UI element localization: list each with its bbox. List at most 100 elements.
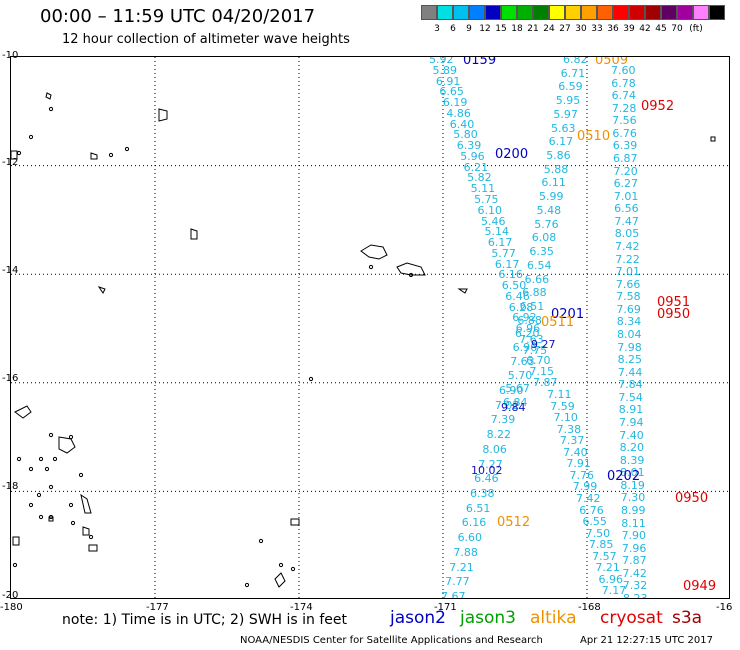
wave-height-value: 5.11	[470, 182, 496, 196]
scale-tick-label: 36	[607, 24, 619, 34]
wave-height-value: 7.67	[441, 590, 466, 599]
wave-height-value: 7.15	[529, 365, 555, 379]
wave-height-value: 7.88	[453, 545, 478, 559]
wave-height-value: 7.01	[615, 265, 641, 279]
scale-tick-label: 9	[466, 24, 472, 34]
wave-height-value: 6.76	[579, 503, 604, 517]
islet-dot	[48, 484, 54, 490]
wave-height-value: 6.82	[563, 56, 588, 66]
wave-height-value: 6.56	[614, 202, 639, 216]
wave-height-value: 7.60	[611, 64, 636, 77]
scale-tick-label: 39	[623, 24, 635, 34]
pass-time-label: 0952	[641, 99, 675, 114]
wave-height-value: 5.46	[481, 214, 506, 228]
wave-height-value: 7.90	[621, 529, 647, 543]
island-outline	[290, 518, 300, 526]
wave-height-value: 7.58	[616, 290, 641, 304]
scale-swatch	[613, 5, 629, 20]
scale-tick-label: 15	[495, 24, 507, 34]
wave-height-value: 6.88	[522, 286, 547, 300]
scale-tick-label: 27	[559, 24, 571, 34]
islet-dot	[28, 134, 34, 140]
wave-height-value: 6.11	[541, 176, 566, 190]
wave-height-value: 6.16	[498, 268, 523, 282]
scale-swatch	[469, 5, 485, 20]
island-outline	[158, 108, 168, 122]
latitude-tick-label: -10	[2, 50, 19, 61]
scale-tick-label: 33	[591, 24, 603, 34]
pass-time-label: 0511	[541, 315, 575, 330]
wave-height-value: 7.42	[576, 492, 601, 505]
islet-dot	[52, 456, 58, 462]
pass-time-label: 0951	[657, 295, 691, 310]
wave-height-value: 7.91	[566, 457, 591, 471]
islet-dot	[38, 456, 44, 462]
wave-height-value: 8.34	[616, 315, 642, 329]
scale-swatch	[645, 5, 661, 20]
wave-height-value: 7.63	[510, 354, 535, 368]
wave-height-value: 6.55	[582, 515, 607, 529]
wave-height-value: 7.39	[490, 413, 516, 427]
wave-height-value: 6.51	[465, 501, 491, 515]
scale-swatch	[421, 5, 437, 20]
wave-height-value: 7.47	[614, 214, 639, 228]
wave-height-value: 7.10	[553, 411, 578, 425]
wave-height-value: 5.76	[534, 217, 559, 231]
wave-height-value: 6.71	[560, 66, 586, 80]
scale-tick-label: 21	[527, 24, 539, 34]
island-outline	[360, 244, 388, 260]
wave-height-value: 7.85	[588, 538, 614, 552]
wave-height-value: 7.87	[622, 554, 647, 568]
pass-time-label: 0512	[497, 515, 531, 530]
satellite-legend-item: jason2	[390, 608, 446, 628]
wave-height-value: 7.74	[605, 597, 630, 598]
satellite-legend-item: jason3	[460, 608, 516, 628]
wave-height-value: 6.17	[494, 257, 520, 271]
latitude-tick-label: -20	[2, 590, 19, 601]
wave-height-value: 8.91	[618, 403, 644, 417]
scale-swatch	[453, 5, 469, 20]
wave-height-value: 7.87	[533, 376, 558, 389]
wave-height-map: 5.92 5.89 6.91 6.65 6.19 4.86 6.40 5.80 6.39 5.96…	[10, 56, 730, 599]
scale-swatch	[501, 5, 517, 20]
longitude-tick-label: -171	[434, 602, 457, 613]
islet-dot	[70, 520, 76, 526]
wave-height-value: 4.86	[446, 106, 471, 120]
islet-dot	[68, 434, 74, 440]
wave-height-value: 6.51	[519, 299, 545, 313]
islet-dot	[48, 106, 54, 112]
island-outline	[82, 526, 90, 536]
wave-height-value: 7.28	[611, 101, 637, 115]
wave-height-value: 5.92	[429, 56, 454, 66]
map-title: 00:00 – 11:59 UTC 04/20/2017	[40, 6, 316, 27]
scale-swatch	[693, 5, 709, 20]
island-outline	[97, 286, 106, 294]
wave-height-value: 7.76	[569, 468, 595, 482]
map-subtitle: 12 hour collection of altimeter wave hei…	[62, 32, 350, 47]
island-outline	[48, 516, 54, 522]
pass-time-label: 0201	[551, 307, 585, 322]
wave-height-value: 6.19	[442, 96, 468, 110]
wave-height-value: 7.40	[619, 428, 644, 442]
wave-height-value: 7.59	[550, 399, 575, 413]
wave-height-value: 6.17	[548, 135, 574, 149]
wave-height-value: 6.96	[515, 322, 541, 336]
wave-height-value: 5.63	[551, 121, 576, 135]
scale-tick-label: 70	[671, 24, 683, 34]
wave-height-value: 8.06	[482, 442, 507, 456]
scale-swatch	[517, 5, 533, 20]
islet-dot	[88, 534, 94, 540]
pass-time-label: 0950	[675, 491, 709, 506]
longitude-tick-label: -16	[716, 602, 733, 613]
wave-height-value: 7.77	[445, 575, 470, 589]
islet-dot	[290, 566, 296, 572]
wave-height-value: 7.57	[592, 549, 617, 563]
islet-dot	[12, 562, 18, 568]
longitude-tick-label: -174	[290, 602, 313, 613]
pass-time-label: 0200	[495, 147, 529, 162]
scale-tick-label: 45	[655, 24, 667, 34]
wave-height-value: 6.65	[439, 85, 464, 99]
islet-dot	[408, 272, 414, 278]
wave-height-value: 5.75	[474, 192, 499, 206]
wave-height-value: 6.39	[612, 139, 638, 153]
